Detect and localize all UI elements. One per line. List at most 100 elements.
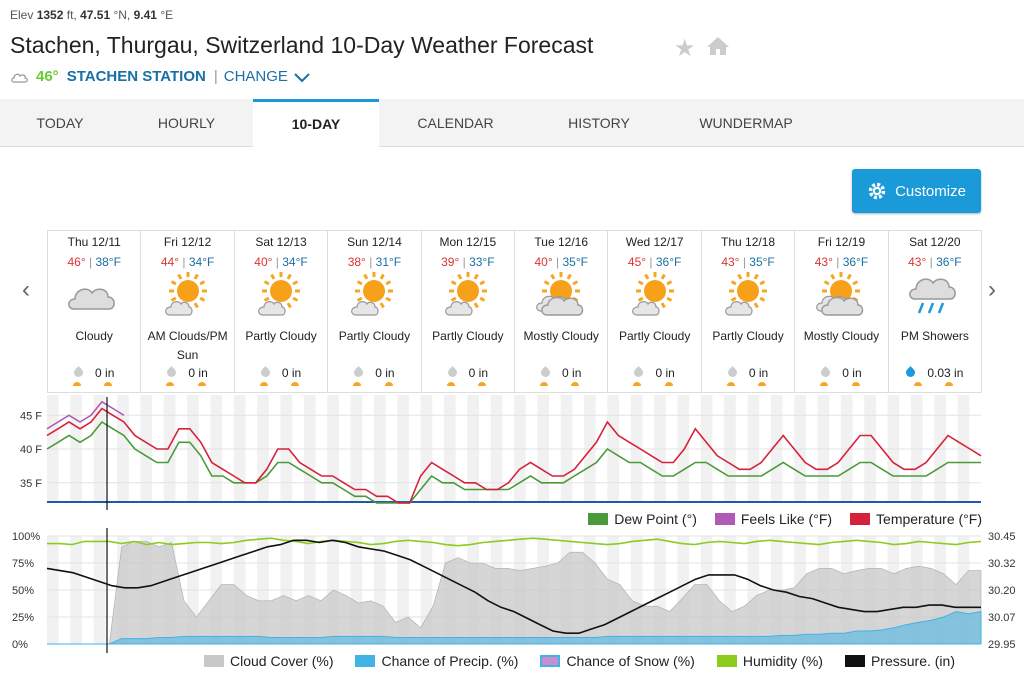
day-card[interactable]: Thu 12/11 46° | 38°F Cloudy 0 in bbox=[48, 231, 142, 392]
legend-item[interactable]: Humidity (%) bbox=[716, 653, 823, 669]
sunrise-icon bbox=[353, 382, 362, 386]
precip-value: 0 in bbox=[468, 366, 488, 380]
partly-cloudy-icon bbox=[253, 269, 309, 319]
precip-value: 0 in bbox=[842, 366, 862, 380]
y-tick-label: 40 F bbox=[20, 444, 42, 456]
sunset-icon bbox=[851, 382, 860, 386]
conditions-legend: Cloud Cover (%) Chance of Precip. (%) Chan… bbox=[204, 653, 955, 669]
raindrop-icon bbox=[352, 366, 366, 379]
tab-calendar[interactable]: CALENDAR bbox=[417, 115, 494, 131]
day-date: Fri 12/19 bbox=[817, 235, 866, 249]
low-temp: 33°F bbox=[469, 255, 495, 269]
legend-item[interactable]: Pressure. (in) bbox=[844, 653, 955, 669]
sunrise-icon bbox=[259, 382, 268, 386]
day-card[interactable]: Sat 12/13 40° | 34°F Partly Cloudy 0 in bbox=[235, 231, 329, 392]
legend-swatch bbox=[588, 513, 609, 525]
legend-item[interactable]: Feels Like (°F) bbox=[714, 511, 833, 527]
day-card[interactable]: Mon 12/15 39° | 33°F Partly Cloudy 0 in bbox=[422, 231, 516, 392]
precip-value: 0 in bbox=[375, 366, 395, 380]
day-card[interactable]: Fri 12/12 44° | 34°F AM Clouds/PM Sun 0 … bbox=[141, 231, 235, 392]
raindrop-icon bbox=[725, 366, 739, 379]
sunset-icon bbox=[384, 382, 393, 386]
legend-item[interactable]: Chance of Precip. (%) bbox=[355, 653, 518, 669]
raindrop-icon bbox=[819, 366, 833, 379]
precip-amount: 0 in bbox=[328, 366, 420, 380]
elev-value: 1352 bbox=[36, 8, 64, 22]
legend-item[interactable]: Dew Point (°) bbox=[588, 511, 697, 527]
mostly-cloudy-icon bbox=[813, 269, 869, 319]
tab-history[interactable]: HISTORY bbox=[568, 115, 630, 131]
tab-10-day[interactable]: 10-DAY bbox=[253, 99, 379, 148]
legend-item[interactable]: Chance of Snow (%) bbox=[540, 653, 695, 669]
change-station-link[interactable]: CHANGE bbox=[223, 68, 288, 85]
separator: | bbox=[929, 255, 933, 269]
high-temp: 45° bbox=[627, 255, 647, 269]
partly-cloudy-icon bbox=[346, 269, 402, 319]
day-card[interactable]: Sun 12/14 38° | 31°F Partly Cloudy 0 in bbox=[328, 231, 422, 392]
separator: | bbox=[462, 255, 466, 269]
separator: | bbox=[88, 255, 93, 269]
cloud-cover-area bbox=[47, 541, 982, 645]
tab-wundermap[interactable]: WUNDERMAP bbox=[699, 115, 793, 131]
humidity-line bbox=[47, 537, 982, 547]
low-temp: 31°F bbox=[375, 255, 402, 269]
page-title: Stachen, Thurgau, Switzerland 10-Day Wea… bbox=[10, 32, 594, 58]
sunset-icon bbox=[758, 382, 767, 386]
high-temp: 40° bbox=[534, 255, 553, 269]
latitude: 47.51 bbox=[80, 8, 111, 22]
favorite-star-icon[interactable]: ★ bbox=[674, 35, 696, 62]
tab-hourly[interactable]: HOURLY bbox=[157, 115, 216, 131]
legend-label: Dew Point (°) bbox=[614, 511, 697, 527]
condition-text: Mostly Cloudy bbox=[523, 329, 599, 343]
legend-label: Feels Like (°F) bbox=[740, 511, 833, 527]
station-name[interactable]: STACHEN STATION bbox=[66, 68, 206, 85]
tab-today[interactable]: TODAY bbox=[36, 115, 84, 131]
condition-text: Partly Cloudy bbox=[432, 329, 504, 343]
day-card[interactable]: Wed 12/17 45° | 36°F Partly Cloudy 0 in bbox=[608, 231, 702, 392]
sunset-icon bbox=[664, 382, 673, 386]
chevron-down-icon[interactable] bbox=[293, 71, 311, 83]
legend-swatch bbox=[355, 655, 376, 667]
feels-like-line bbox=[46, 400, 125, 430]
high-temp: 43° bbox=[814, 255, 833, 269]
sunrise-icon bbox=[913, 382, 922, 386]
cloud-icon bbox=[11, 73, 28, 83]
sunrise-icon bbox=[166, 382, 175, 386]
separator: | bbox=[742, 255, 746, 269]
raindrop-icon bbox=[445, 366, 459, 379]
precip-amount: 0 in bbox=[608, 366, 700, 380]
gear-icon bbox=[868, 182, 886, 200]
low-temp: 34°F bbox=[282, 255, 308, 269]
y-tick-label-right: 30.07 bbox=[988, 612, 1016, 624]
high-temp: 40° bbox=[254, 255, 273, 269]
raindrop-icon bbox=[72, 366, 85, 379]
elev-label: Elev bbox=[10, 8, 34, 22]
legend-item[interactable]: Temperature (°F) bbox=[850, 511, 982, 527]
precip-value: 0.03 in bbox=[927, 366, 964, 380]
legend-label: Chance of Precip. (%) bbox=[381, 653, 519, 669]
next-arrow-icon[interactable]: › bbox=[988, 276, 996, 303]
location-coordinates: Elev 1352 ft, 47.51 °N, 9.41 °E bbox=[10, 8, 173, 22]
home-icon[interactable] bbox=[706, 36, 730, 56]
day-date: Wed 12/17 bbox=[625, 235, 684, 249]
precip-amount: 0 in bbox=[515, 366, 607, 380]
partly-cloudy-icon bbox=[627, 269, 683, 319]
day-card[interactable]: Thu 12/18 43° | 35°F Partly Cloudy 0 in bbox=[702, 231, 796, 392]
conditions-chart: 100% 30.45 75% 30.32 50% 30.20 25% 30.07 0% 29.95 bbox=[12, 528, 1016, 653]
nav-tabs: TODAY HOURLY 10-DAY CALENDAR HISTORY WUN… bbox=[0, 99, 1024, 148]
sunrise-icon bbox=[633, 382, 642, 386]
precip-value: 0 in bbox=[748, 366, 769, 380]
day-temps: 40° | 34°F bbox=[235, 255, 327, 269]
temperature-chart: 45 F 40 F 35 F bbox=[20, 395, 982, 510]
showers-icon bbox=[907, 269, 963, 319]
customize-button[interactable]: Customize bbox=[852, 169, 981, 213]
y-tick-label: 45 F bbox=[20, 410, 42, 422]
day-card[interactable]: Tue 12/16 40° | 35°F Mostly Cloudy 0 in bbox=[515, 231, 609, 392]
low-temp: 36°F bbox=[936, 255, 962, 269]
day-card[interactable]: Sat 12/20 43° | 36°F PM Showers 0.03 in bbox=[889, 231, 981, 392]
prev-arrow-icon[interactable]: ‹ bbox=[22, 276, 30, 303]
legend-item[interactable]: Cloud Cover (%) bbox=[204, 653, 333, 669]
raindrop-icon bbox=[632, 366, 646, 379]
day-card[interactable]: Fri 12/19 43° | 36°F Mostly Cloudy 0 in bbox=[795, 231, 889, 392]
y-tick-label-left: 75% bbox=[12, 558, 34, 570]
